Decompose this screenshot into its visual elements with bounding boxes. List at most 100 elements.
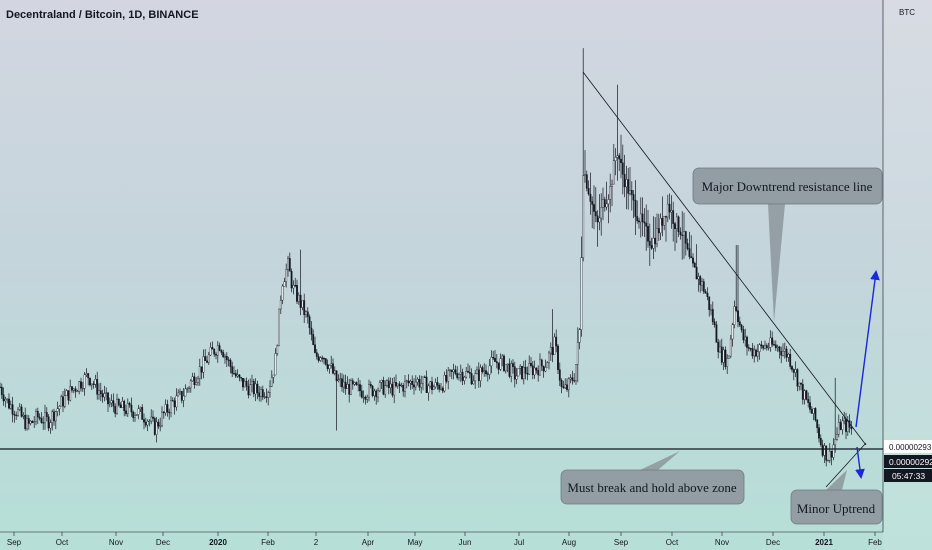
- candle-body: [22, 415, 25, 417]
- candle-body: [517, 368, 520, 377]
- candle-body: [470, 373, 473, 385]
- candle-body: [823, 445, 826, 456]
- candle-body: [98, 390, 100, 395]
- candle-body: [317, 356, 320, 361]
- candle-body: [452, 369, 455, 373]
- candle-body: [519, 366, 522, 369]
- candle-body: [812, 408, 815, 414]
- candle-body: [413, 384, 415, 388]
- candle-body: [612, 160, 615, 185]
- candle-body: [494, 357, 496, 362]
- candle-body: [72, 388, 75, 391]
- downtrend-resistance-line[interactable]: [582, 71, 867, 446]
- candle-body: [432, 386, 435, 390]
- candle-body: [81, 388, 84, 390]
- candle-body: [234, 373, 237, 377]
- candle-body: [564, 384, 567, 389]
- candle-body: [672, 210, 675, 224]
- candle-body: [382, 380, 385, 395]
- candle-body: [744, 336, 747, 341]
- candle-body: [132, 411, 135, 418]
- candle-body: [648, 240, 651, 246]
- uptrend-callout[interactable]: Minor Uptrend: [790, 470, 883, 525]
- candle-body: [261, 389, 264, 398]
- candle-body: [551, 347, 554, 356]
- candle-body: [283, 281, 286, 287]
- candle-body: [461, 371, 464, 381]
- candle-body: [515, 375, 518, 380]
- candle-body: [152, 416, 154, 419]
- minor-uptrend-line[interactable]: [825, 442, 867, 488]
- candle-body: [488, 365, 491, 375]
- x-tick-label: Aug: [562, 538, 576, 547]
- candle-body: [728, 355, 730, 359]
- candle-body: [341, 378, 343, 388]
- x-tick-label: Dec: [156, 538, 170, 547]
- x-tick-label: Nov: [109, 538, 123, 547]
- candle-body: [542, 365, 545, 372]
- candle-body: [114, 406, 117, 414]
- projection-arrow-up: [855, 270, 880, 428]
- candle-body: [339, 378, 342, 381]
- candle-body: [126, 403, 129, 414]
- candle-body: [531, 365, 534, 376]
- candle-body: [416, 379, 419, 383]
- candle-body: [510, 363, 513, 377]
- candle-body: [213, 349, 216, 355]
- candle-body: [729, 338, 732, 357]
- candle-body: [47, 416, 50, 429]
- candle-body: [321, 357, 324, 359]
- candle-body: [80, 381, 82, 389]
- candle-body: [683, 231, 685, 236]
- candle-body: [440, 387, 442, 390]
- candle-body: [74, 388, 77, 392]
- candle-body: [386, 380, 388, 387]
- candle-body: [512, 363, 514, 367]
- candle-body: [702, 281, 705, 292]
- candle-body: [747, 347, 750, 349]
- candle-body: [31, 420, 34, 423]
- candle-body: [33, 421, 36, 423]
- candle-body: [708, 296, 711, 310]
- candle-body: [36, 411, 39, 418]
- candle-body: [44, 412, 46, 423]
- candle-body: [558, 369, 561, 381]
- candle-body: [0, 386, 1, 389]
- candle-body: [110, 400, 113, 404]
- candle-body: [378, 382, 381, 392]
- candle-body: [407, 380, 410, 384]
- candle-body: [270, 377, 273, 387]
- candle-body: [49, 422, 52, 429]
- candle-body: [400, 385, 403, 387]
- candle-body: [764, 345, 766, 349]
- candle-body: [101, 393, 104, 398]
- candle-body: [600, 207, 603, 219]
- candle-body: [524, 367, 527, 374]
- candle-body: [818, 427, 820, 439]
- candle-body: [477, 369, 480, 381]
- candle-body: [787, 354, 790, 358]
- candle-body: [233, 373, 235, 375]
- resistance-callout[interactable]: Major Downtrend resistance line: [692, 167, 883, 322]
- candle-body: [90, 383, 93, 386]
- candle-body: [836, 434, 838, 440]
- last-price-text: 0.00000293: [889, 443, 932, 452]
- zone-callout[interactable]: Must break and hold above zone: [560, 451, 745, 505]
- candle-body: [580, 257, 583, 330]
- candle-body: [719, 346, 721, 353]
- candle-body: [438, 385, 441, 390]
- candle-body: [780, 351, 783, 356]
- x-tick-label: Sep: [7, 538, 22, 547]
- candle-body: [344, 381, 347, 389]
- last-price-badge: 0.00000293: [884, 440, 932, 453]
- candle-body: [697, 276, 700, 280]
- candle-body: [252, 381, 255, 395]
- candle-body: [236, 374, 239, 377]
- candle-body: [51, 411, 54, 423]
- candle-body: [449, 369, 451, 372]
- candle-body: [249, 384, 252, 396]
- candle-body: [258, 392, 261, 397]
- candle-body: [6, 398, 9, 400]
- candle-body: [78, 381, 81, 392]
